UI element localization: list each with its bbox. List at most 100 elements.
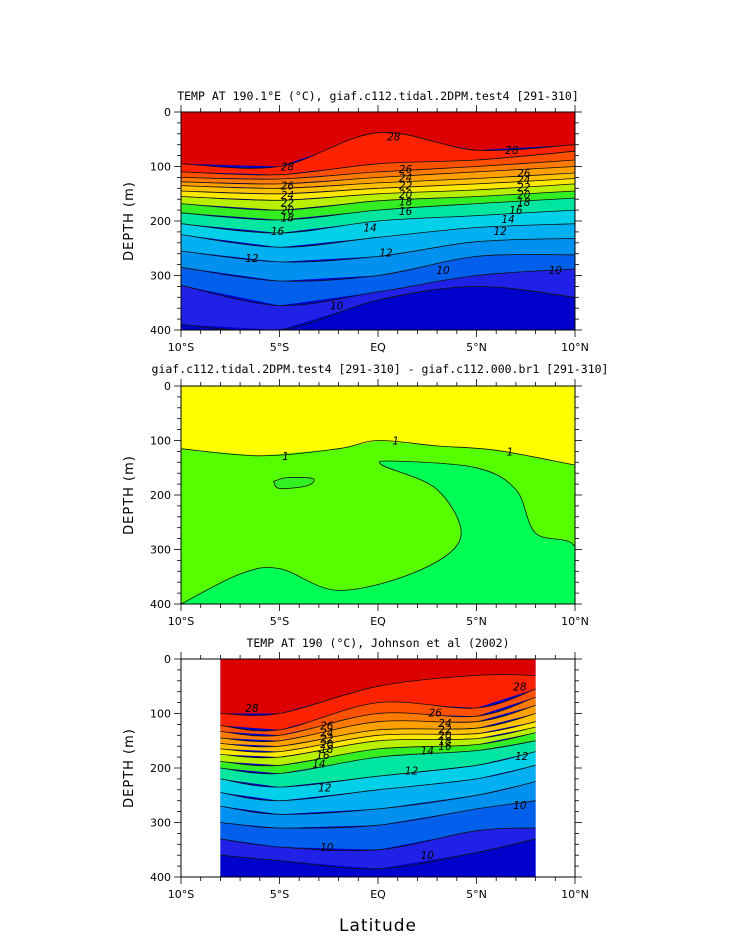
contour-line xyxy=(181,159,575,180)
x-tick-label: EQ xyxy=(370,341,386,354)
y-tick-label: 400 xyxy=(150,598,171,611)
contour-band xyxy=(181,198,575,233)
contour-label: 28 xyxy=(513,681,527,693)
y-tick-label: 300 xyxy=(150,544,171,557)
difference-axes: 10°S 5°S EQ 5°N 10°N 0 100 200 300 400 xyxy=(150,379,589,628)
contour-label: 28 xyxy=(505,145,519,157)
contour-band xyxy=(220,732,536,774)
contour-label: 28 xyxy=(387,132,401,144)
contour-label: 24 xyxy=(281,190,294,202)
contour-band xyxy=(220,721,536,758)
model-temperature-axes: 10°S 5°S EQ 5°N 10°N 0 100 200 300 400 xyxy=(150,105,589,354)
contour-label: 16 xyxy=(399,206,413,218)
contour-label: 28 xyxy=(281,162,295,174)
contour-line xyxy=(181,238,575,263)
contour-label: 16 xyxy=(316,750,330,762)
x-tick-label: EQ xyxy=(370,615,386,628)
contour-label: 14 xyxy=(363,223,376,235)
x-tick-label: 5°S xyxy=(270,615,289,628)
contour-line xyxy=(220,764,536,802)
contour-label: 14 xyxy=(501,214,514,226)
contour-label: 10 xyxy=(549,265,563,277)
contour-line xyxy=(181,183,575,201)
x-tick-label: 10°S xyxy=(168,615,194,628)
difference-contour-line xyxy=(181,440,575,466)
contour-label: 20 xyxy=(399,189,413,201)
contour-label: 24 xyxy=(399,172,412,184)
model-temperature-contours: 2828282624222018162624222018161412121010… xyxy=(181,112,575,330)
contour-line xyxy=(181,254,575,282)
contour-band xyxy=(181,191,575,220)
contour-label: 18 xyxy=(281,213,295,225)
x-tick-label: 10°N xyxy=(561,341,589,354)
contour-band xyxy=(220,697,536,741)
contour-band xyxy=(220,713,536,752)
contour-band xyxy=(181,223,575,262)
y-tick-label: 0 xyxy=(164,653,171,666)
contour-label: 22 xyxy=(281,197,295,209)
y-tick-label: 200 xyxy=(150,489,171,502)
contour-band xyxy=(181,254,575,306)
x-tick-label: 5°S xyxy=(270,888,289,901)
contour-line xyxy=(220,781,536,815)
contour-line xyxy=(220,740,536,775)
contour-label: 22 xyxy=(438,724,452,736)
contour-line xyxy=(181,197,575,221)
y-tick-label: 400 xyxy=(150,324,171,337)
contour-band xyxy=(220,727,536,766)
panel-observed-temperature: TEMP AT 190 (°C), Johnson et al (2002) 2… xyxy=(122,636,589,901)
x-tick-label: 10°N xyxy=(561,888,589,901)
contour-band xyxy=(181,210,575,248)
contour-line xyxy=(181,166,575,185)
contour-label: 26 xyxy=(399,164,413,176)
contour-line xyxy=(181,209,575,234)
x-tick-label: 10°S xyxy=(168,888,194,901)
contour-line xyxy=(220,732,536,767)
contour-label: 10 xyxy=(513,800,527,812)
contour-label: 12 xyxy=(318,783,332,795)
contour-line xyxy=(220,751,536,788)
contour-label: 26 xyxy=(320,720,334,732)
contour-label: 20 xyxy=(438,730,452,742)
y-tick-label: 100 xyxy=(150,708,171,721)
contour-band xyxy=(220,751,536,801)
contour-label: 20 xyxy=(320,739,334,751)
contour-label: 24 xyxy=(517,175,530,187)
y-tick-label: 100 xyxy=(150,161,171,174)
contour-label: 10 xyxy=(436,265,450,277)
difference-contours: 1 1 1 xyxy=(181,386,575,604)
contour-line xyxy=(181,223,575,248)
difference-region-lower xyxy=(181,460,575,604)
contour-label: 24 xyxy=(438,718,451,730)
contour-line xyxy=(181,268,575,306)
contour-line xyxy=(220,674,536,716)
contour-line xyxy=(181,172,575,189)
contour-band xyxy=(181,112,575,167)
y-tick-label: 200 xyxy=(150,762,171,775)
contour-label: 1 xyxy=(282,451,289,463)
y-tick-label: 300 xyxy=(150,817,171,830)
x-tick-label: 5°N xyxy=(466,888,487,901)
contour-band xyxy=(220,781,536,828)
panel-difference: giaf.c112.tidal.2DPM.test4 [291-310] - g… xyxy=(122,362,608,628)
contour-label: 18 xyxy=(320,744,334,756)
contour-band xyxy=(181,286,575,330)
contour-label: 26 xyxy=(281,181,295,193)
contour-band xyxy=(220,828,536,869)
x-tick-label: 10°N xyxy=(561,615,589,628)
contour-line xyxy=(220,838,536,870)
difference-ylabel: DEPTH (m) xyxy=(122,455,137,535)
contour-label: 16 xyxy=(438,741,452,753)
contour-band xyxy=(181,238,575,281)
contour-label: 18 xyxy=(399,196,413,208)
y-tick-label: 0 xyxy=(164,380,171,393)
contour-band xyxy=(181,151,575,179)
contour-line xyxy=(220,800,536,829)
contour-line xyxy=(220,721,536,753)
contour-band xyxy=(220,705,536,747)
contour-label: 1 xyxy=(507,446,514,458)
contour-label: 22 xyxy=(517,182,531,194)
contour-label: 18 xyxy=(517,197,531,209)
y-tick-label: 100 xyxy=(150,435,171,448)
